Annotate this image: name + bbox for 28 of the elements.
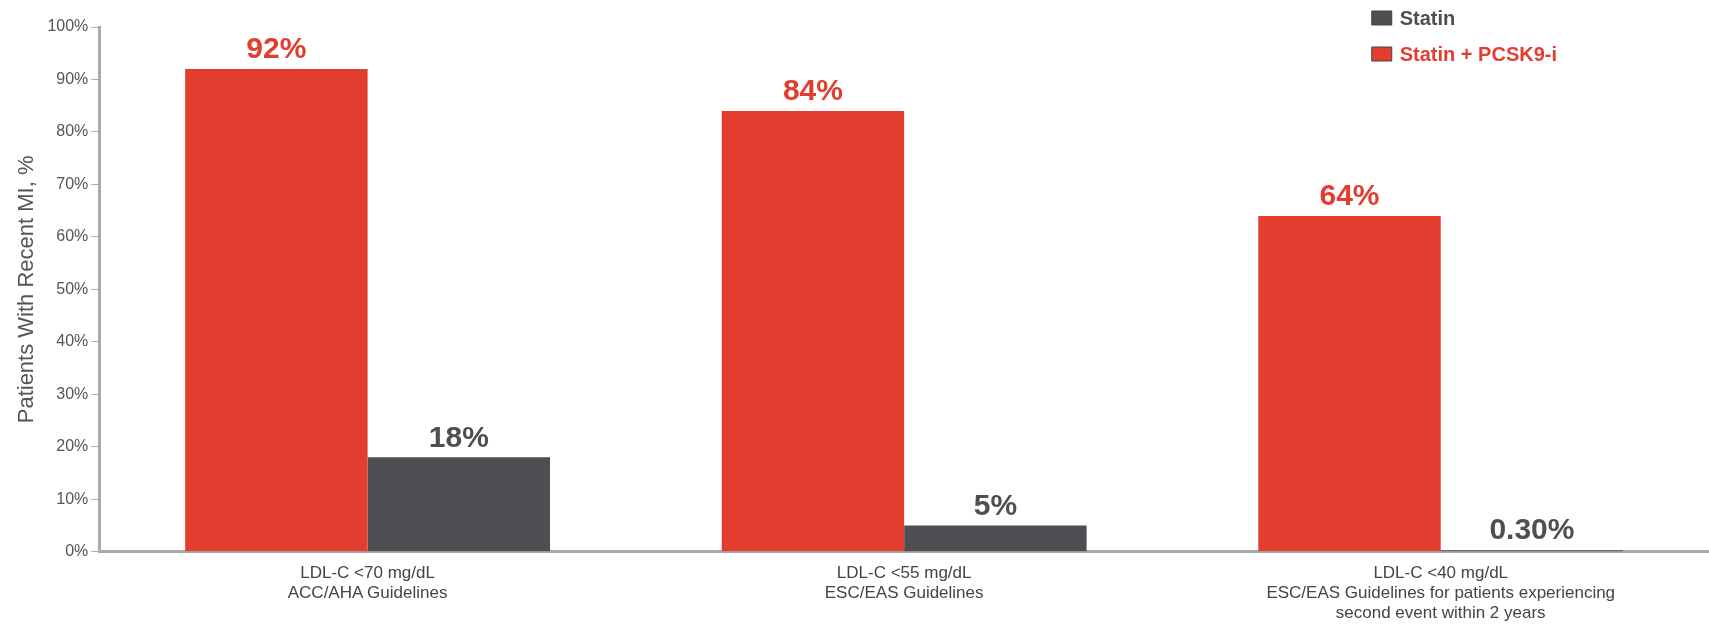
bar [1258, 215, 1441, 552]
x-tick-label: LDL-C <40 mg/dL ESC/EAS Guidelines for patients experiencing second event within 2 years [1266, 562, 1616, 623]
y-tick-label: 10% [56, 489, 89, 507]
y-tick-label: 30% [56, 384, 89, 402]
data-label: 64% [1319, 178, 1380, 212]
data-label: 0.30% [1489, 512, 1575, 546]
y-axis-title: Patients With Recent MI, % [13, 155, 39, 424]
bar [367, 457, 551, 552]
y-tick-label: 80% [56, 122, 89, 140]
data-label: 92% [246, 31, 307, 65]
data-label: 84% [782, 73, 843, 107]
y-tick-label: 40% [56, 332, 89, 350]
y-tick-label: 100% [47, 17, 89, 35]
x-tick-label: LDL-C <55 mg/dL ESC/EAS Guidelines [824, 562, 984, 603]
legend-label: Statin [1399, 6, 1456, 29]
y-tick-label: 20% [56, 437, 89, 455]
y-tick-label: 0% [65, 542, 89, 560]
bar [185, 68, 368, 552]
legend-label: Statin + PCSK9-i [1399, 42, 1558, 65]
y-tick-label: 70% [56, 174, 89, 192]
bar [721, 110, 905, 552]
bar [904, 525, 1087, 552]
y-tick-label: 60% [56, 227, 89, 245]
data-label: 18% [428, 419, 489, 453]
y-tick-label: 90% [56, 69, 89, 87]
y-tick-label: 50% [56, 279, 89, 297]
data-label: 5% [973, 487, 1018, 521]
x-tick-label: LDL-C <70 mg/dL ACC/AHA Guidelines [287, 562, 448, 603]
